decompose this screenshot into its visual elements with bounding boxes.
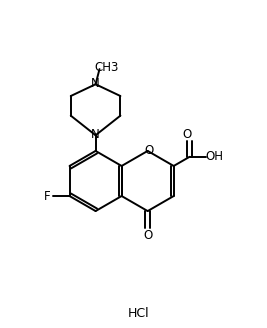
Text: N: N <box>91 77 100 90</box>
Text: O: O <box>143 229 152 242</box>
Text: N: N <box>91 128 100 141</box>
Text: HCl: HCl <box>128 307 150 319</box>
Text: O: O <box>144 144 154 157</box>
Text: CH3: CH3 <box>95 61 119 74</box>
Text: OH: OH <box>205 150 223 163</box>
Text: F: F <box>44 190 50 202</box>
Text: O: O <box>183 128 192 141</box>
